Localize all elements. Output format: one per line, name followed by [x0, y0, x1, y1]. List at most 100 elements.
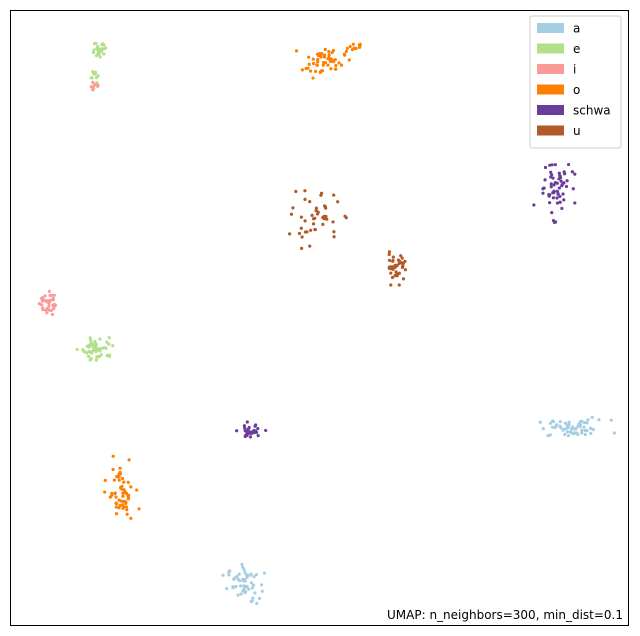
point-o — [114, 501, 118, 505]
point-a — [232, 577, 236, 581]
point-u — [387, 252, 391, 257]
point-u — [321, 216, 325, 220]
point-schwa — [566, 162, 571, 167]
point-schwa — [250, 430, 254, 434]
point-o — [121, 494, 125, 498]
point-o — [304, 66, 308, 71]
point-schwa — [549, 185, 553, 189]
point-e — [90, 351, 94, 355]
point-a — [558, 419, 562, 424]
point-a — [589, 431, 593, 436]
point-o — [331, 48, 336, 53]
point-e — [93, 339, 97, 344]
point-u — [309, 228, 313, 232]
legend-swatch-schwa — [537, 105, 564, 115]
point-e — [86, 344, 90, 349]
point-o — [351, 42, 355, 46]
point-a — [251, 583, 256, 587]
point-e — [92, 348, 96, 352]
point-a — [255, 601, 259, 605]
point-a — [241, 565, 245, 569]
point-o — [350, 48, 354, 52]
point-u — [387, 250, 392, 254]
point-u — [403, 268, 408, 272]
point-o — [121, 503, 125, 507]
point-o — [118, 486, 123, 490]
series-a — [221, 415, 616, 605]
point-u — [303, 189, 307, 193]
point-u — [300, 235, 304, 239]
point-a — [541, 427, 545, 431]
point-u — [397, 262, 401, 266]
point-e — [94, 53, 99, 58]
point-o — [321, 63, 325, 67]
point-a — [563, 432, 567, 436]
point-a — [567, 420, 571, 424]
point-a — [565, 430, 570, 434]
point-o — [123, 489, 127, 493]
point-u — [394, 270, 398, 274]
point-e — [105, 353, 110, 357]
point-o — [348, 44, 352, 49]
point-schwa — [548, 193, 552, 197]
point-o — [117, 506, 121, 510]
point-e — [92, 48, 96, 52]
point-u — [331, 220, 335, 224]
point-schwa — [552, 189, 556, 193]
point-o — [329, 67, 333, 71]
point-a — [573, 427, 577, 431]
point-u — [308, 244, 312, 248]
point-o — [313, 69, 318, 73]
point-o — [294, 49, 299, 53]
point-schwa — [548, 201, 552, 205]
point-o — [135, 488, 139, 492]
point-schwa — [558, 176, 563, 180]
point-schwa — [245, 433, 249, 437]
point-a — [585, 421, 589, 425]
point-a — [580, 419, 584, 423]
point-a — [253, 591, 257, 595]
point-schwa — [549, 182, 553, 186]
point-a — [580, 428, 584, 432]
point-i — [47, 308, 51, 312]
point-e — [93, 70, 98, 74]
point-schwa — [553, 220, 558, 224]
point-a — [248, 573, 253, 577]
point-o — [111, 454, 115, 458]
point-u — [321, 222, 325, 226]
point-i — [43, 294, 47, 298]
point-schwa — [563, 172, 567, 176]
point-u — [305, 230, 309, 234]
point-a — [241, 589, 245, 593]
point-i — [40, 303, 44, 307]
point-schwa — [555, 189, 560, 193]
point-e — [91, 50, 96, 55]
point-o — [344, 49, 348, 54]
point-i — [47, 289, 51, 293]
point-a — [591, 427, 595, 432]
point-i — [93, 83, 97, 87]
point-e — [111, 344, 115, 348]
point-schwa — [564, 184, 569, 189]
legend-label-a: a — [573, 22, 580, 36]
point-schwa — [542, 186, 546, 190]
point-e — [86, 354, 91, 358]
legend-label-u: u — [573, 124, 581, 138]
point-i — [41, 306, 45, 310]
point-u — [397, 283, 401, 287]
point-schwa — [550, 211, 554, 215]
point-a — [580, 431, 584, 435]
point-u — [299, 215, 304, 219]
legend-swatch-e — [537, 43, 564, 54]
point-u — [332, 230, 336, 234]
point-a — [227, 573, 231, 577]
point-a — [227, 570, 231, 574]
point-o — [118, 466, 122, 470]
point-i — [96, 83, 100, 87]
point-o — [120, 476, 125, 481]
point-e — [93, 42, 97, 46]
point-o — [111, 467, 115, 472]
point-schwa — [558, 200, 562, 204]
point-u — [401, 261, 405, 265]
point-a — [568, 430, 573, 434]
